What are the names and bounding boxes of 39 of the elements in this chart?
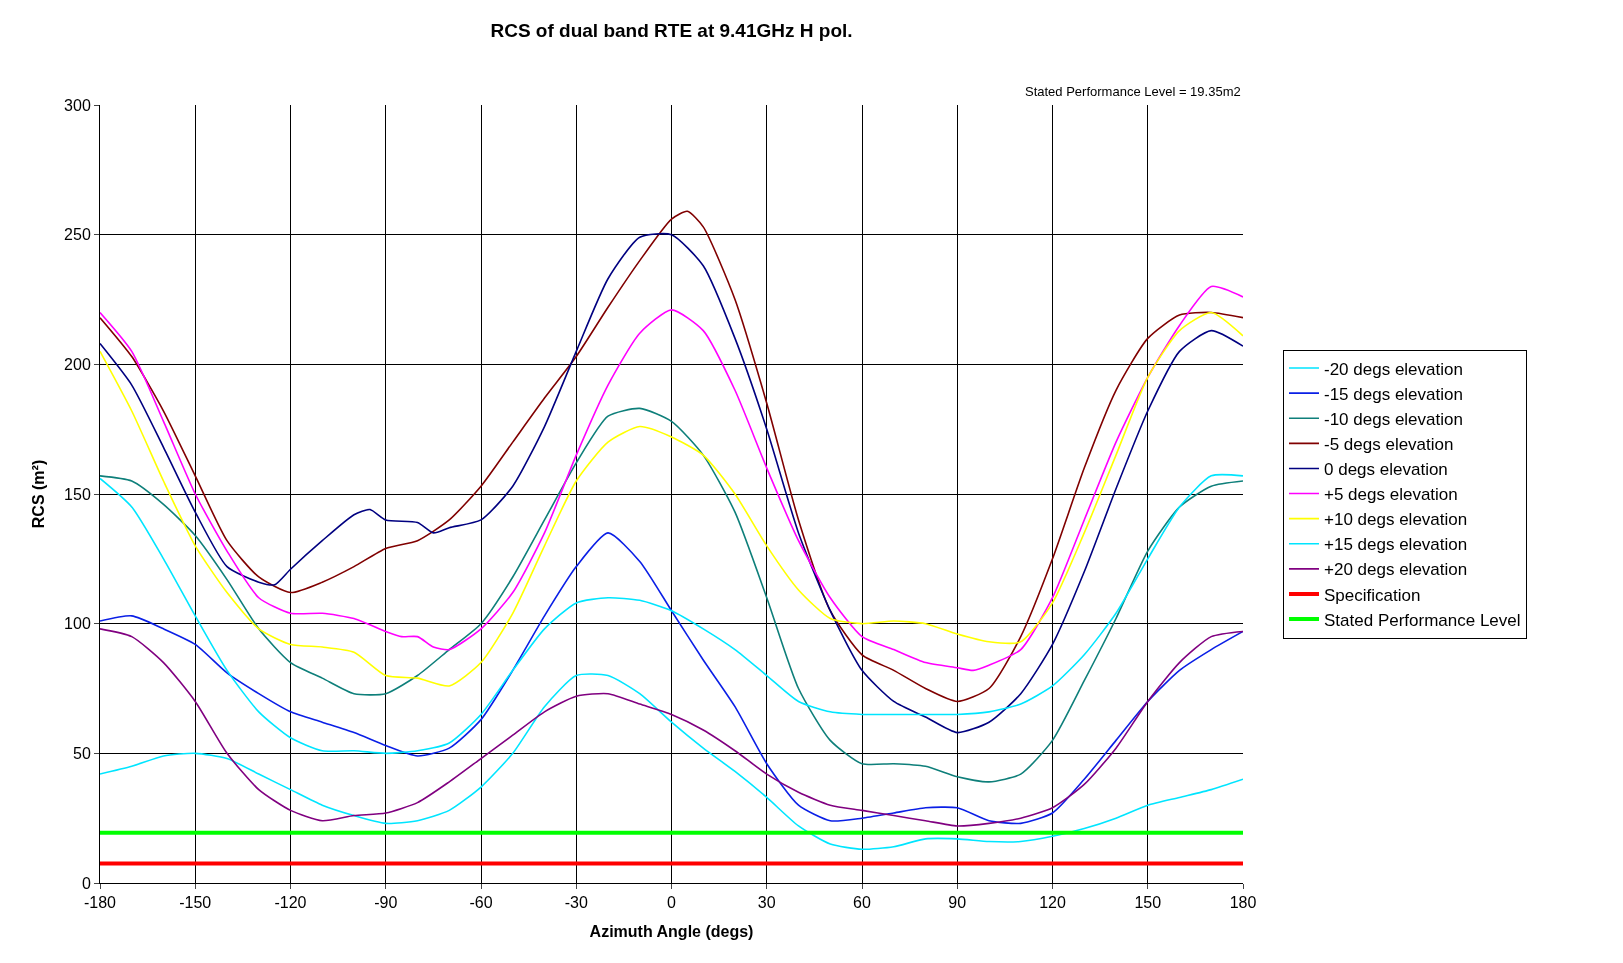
x-tick-label: -30 — [564, 894, 588, 912]
x-tick-label: -150 — [179, 894, 212, 912]
line-series — [100, 532, 1243, 825]
x-tick-label: 0 — [667, 894, 677, 912]
legend-label: +10 degs elevation — [1324, 510, 1468, 530]
text: Stated Performance Level = 19.35m2 — [1025, 84, 1241, 99]
x-tick-label: -180 — [83, 894, 117, 912]
x-tick-label: 90 — [948, 894, 967, 912]
legend-label: +5 degs elevation — [1324, 485, 1458, 505]
legend-label: -10 degs elevation — [1324, 409, 1463, 429]
y-tick-label: 300 — [64, 96, 91, 114]
x-tick-label: 180 — [1229, 894, 1257, 912]
line-series — [100, 673, 1243, 851]
y-tick-label: 250 — [64, 226, 91, 244]
legend-label: +15 degs elevation — [1324, 535, 1468, 555]
legend-label: -5 degs elevation — [1324, 434, 1454, 454]
x-axis-title: Azimuth Angle (degs) — [589, 922, 754, 940]
legend-label: -20 degs elevation — [1324, 359, 1463, 379]
x-tick-label: 30 — [757, 894, 776, 912]
legend-label: +20 degs elevation — [1324, 560, 1468, 580]
x-tick-label: -60 — [469, 894, 493, 912]
line-series — [100, 407, 1243, 783]
y-tick-label: 100 — [64, 615, 91, 633]
x-tick-label: -120 — [274, 894, 307, 912]
y-axis-title: RCS (m²) — [30, 459, 47, 529]
line-series — [100, 628, 1243, 827]
legend-label: Stated Performance Level — [1324, 610, 1521, 630]
y-tick-label: 50 — [73, 744, 91, 762]
x-tick-label: -90 — [374, 894, 398, 912]
y-tick-label: 0 — [81, 874, 91, 892]
x-tick-label: 60 — [853, 894, 871, 912]
x-tick-label: 120 — [1039, 894, 1066, 912]
legend-label: -15 degs elevation — [1324, 384, 1463, 404]
legend-label: Specification — [1324, 585, 1421, 605]
legend-label: 0 degs elevation — [1324, 460, 1448, 480]
chart-title: RCS of dual band RTE at 9.41GHz H pol. — [490, 20, 853, 42]
y-tick-label: 150 — [64, 485, 91, 503]
y-tick-label: 200 — [64, 355, 91, 373]
x-tick-label: 150 — [1134, 894, 1162, 912]
